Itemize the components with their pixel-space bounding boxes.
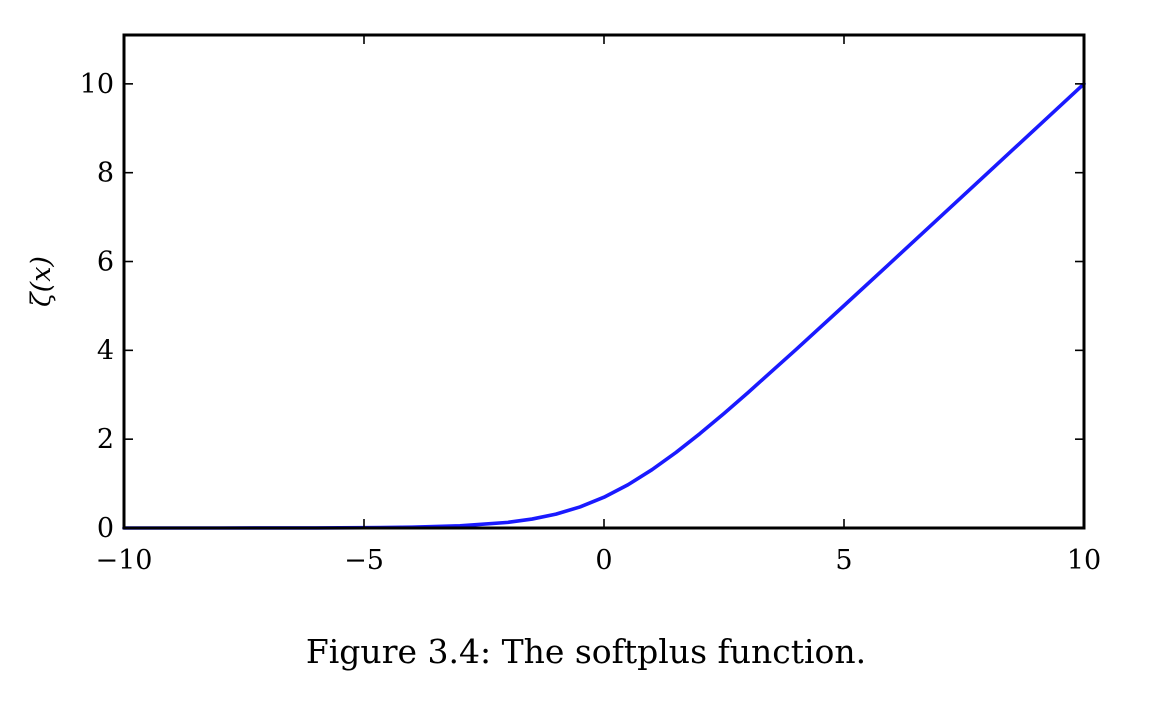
x-tick-label: −10 xyxy=(96,545,153,576)
plot-frame xyxy=(122,33,1086,530)
y-tick-label: 8 xyxy=(97,158,114,189)
y-tick-label: 4 xyxy=(97,335,114,366)
softplus-chart: −10 −5 0 5 10 0 2 4 6 8 10 ζ(x) xyxy=(26,33,1101,576)
series-line-0 xyxy=(122,82,1086,530)
x-tick-label: 0 xyxy=(595,545,612,576)
y-tick-label: 6 xyxy=(97,247,114,278)
x-tick-label: 5 xyxy=(835,545,852,576)
y-tick-label: 10 xyxy=(80,69,114,100)
figure-caption: Figure 3.4: The softplus function. xyxy=(305,632,867,671)
x-tick-label: 10 xyxy=(1067,545,1101,576)
y-tick-label: 0 xyxy=(97,513,114,544)
y-tick-label: 2 xyxy=(97,424,114,455)
x-tick-label: −5 xyxy=(344,545,384,576)
y-axis-label: ζ(x) xyxy=(26,256,57,307)
